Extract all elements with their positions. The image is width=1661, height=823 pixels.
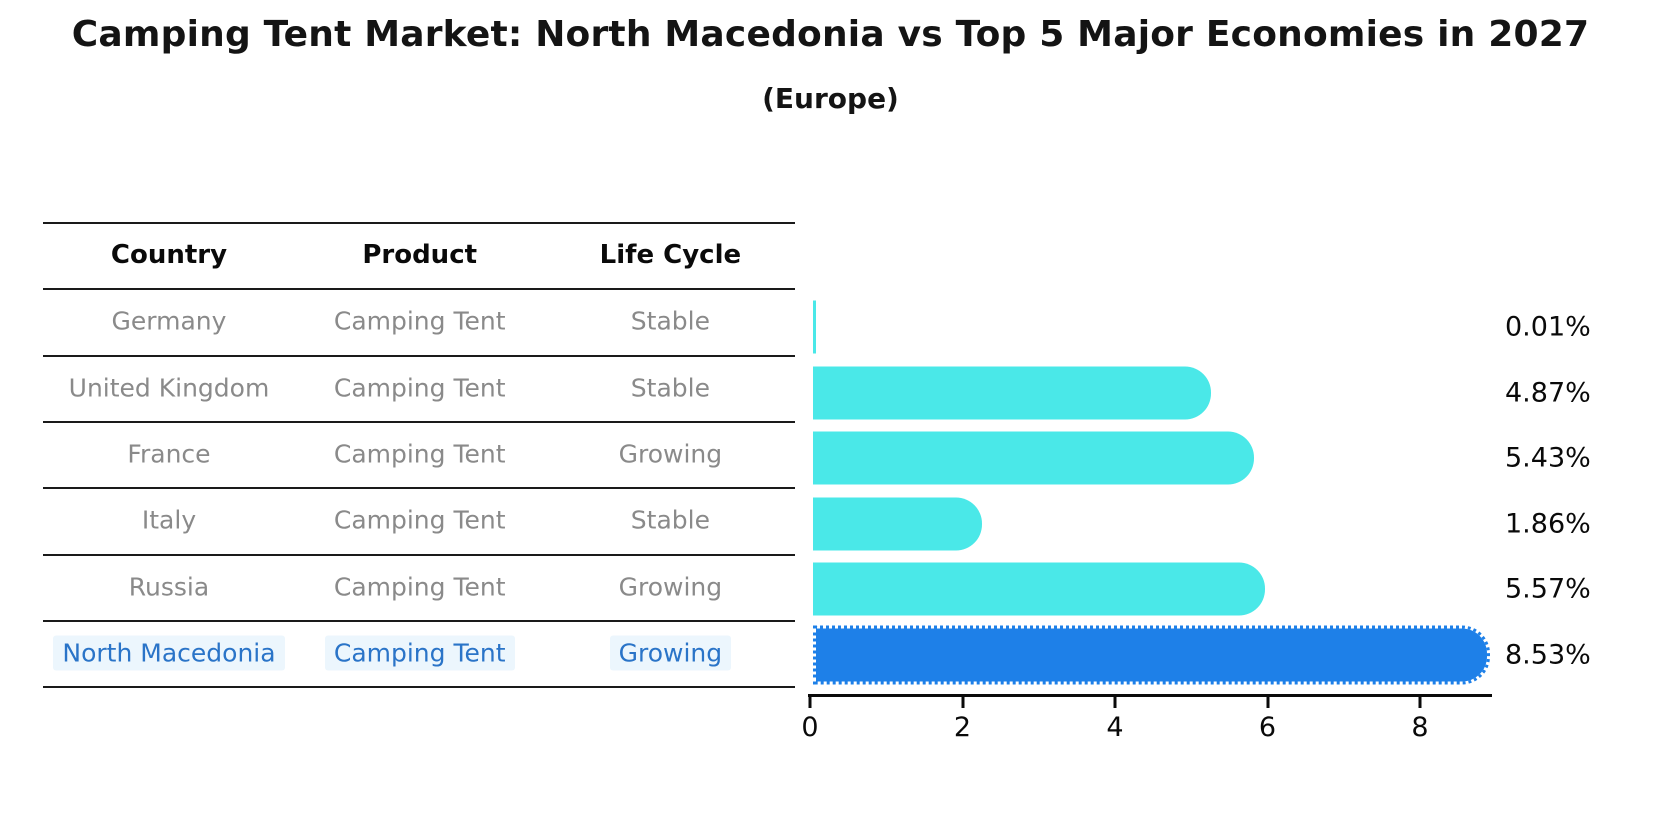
x-axis-tick — [1418, 697, 1422, 708]
cell-text: Camping Tent — [324, 635, 515, 671]
column-header-product: Product — [362, 240, 478, 271]
cell-italy-country: Italy — [43, 506, 295, 535]
chart-subtitle: (Europe) — [762, 82, 899, 115]
value-label-germany: 0.01% — [1505, 311, 1591, 343]
x-axis-ticklabel: 2 — [953, 712, 972, 743]
cell-text: Growing — [618, 439, 723, 469]
column-header-life-cycle: Life Cycle — [599, 240, 742, 271]
cell-text: Stable — [630, 306, 710, 336]
x-axis-tick — [1266, 697, 1269, 708]
cell-text: Stable — [630, 373, 710, 403]
value-label-france: 5.43% — [1505, 442, 1591, 474]
bar-italy — [813, 497, 982, 551]
bar-france — [813, 431, 1255, 485]
cell-germany-life-cycle: Stable — [544, 307, 796, 336]
x-axis-line — [808, 694, 1492, 697]
cell-text: Growing — [618, 572, 723, 602]
x-axis-ticklabel: 4 — [1106, 712, 1124, 743]
cell-text: Russia — [128, 572, 210, 602]
cell-russia-product: Camping Tent — [294, 572, 546, 601]
cell-france-product: Camping Tent — [294, 440, 546, 469]
table-rule — [43, 619, 795, 622]
x-axis-tick — [1113, 697, 1117, 708]
x-axis-ticklabel: 6 — [1258, 712, 1277, 743]
cell-text: Camping Tent — [333, 505, 506, 535]
x-axis-ticklabel: 0 — [801, 712, 819, 743]
value-label-united-kingdom: 4.87% — [1505, 377, 1591, 409]
table-rule — [43, 288, 795, 291]
value-label-north-macedonia: 8.53% — [1505, 639, 1591, 671]
value-label-russia: 5.57% — [1505, 573, 1591, 605]
x-axis-ticklabel: 8 — [1411, 712, 1429, 743]
cell-text: Growing — [609, 635, 732, 671]
table-rule — [43, 222, 795, 224]
cell-france-country: France — [43, 440, 295, 469]
cell-united-kingdom-country: United Kingdom — [43, 373, 295, 402]
cell-text: United Kingdom — [68, 373, 270, 403]
cell-united-kingdom-product: Camping Tent — [294, 373, 546, 402]
cell-text: North Macedonia — [53, 635, 285, 671]
cell-italy-life-cycle: Stable — [544, 506, 796, 535]
cell-text: Camping Tent — [333, 572, 506, 602]
value-label-italy: 1.86% — [1505, 508, 1591, 540]
table-rule — [43, 354, 795, 357]
cell-russia-life-cycle: Growing — [544, 572, 796, 601]
cell-text: Germany — [111, 306, 227, 336]
cell-italy-product: Camping Tent — [294, 506, 546, 535]
cell-text: Italy — [141, 505, 197, 535]
cell-text: France — [127, 439, 211, 469]
bar-russia — [813, 562, 1265, 616]
cell-germany-product: Camping Tent — [294, 307, 546, 336]
cell-north-macedonia-life-cycle: Growing — [544, 635, 796, 671]
cell-germany-country: Germany — [43, 307, 295, 336]
chart-title: Camping Tent Market: North Macedonia vs … — [71, 14, 1590, 55]
bar-north-macedonia — [813, 625, 1491, 685]
table-rule — [43, 553, 795, 556]
table-rule — [43, 420, 795, 423]
cell-text: Stable — [630, 505, 710, 535]
cell-north-macedonia-country: North Macedonia — [43, 635, 295, 671]
cell-north-macedonia-product: Camping Tent — [294, 635, 546, 671]
bar-germany — [813, 300, 816, 354]
cell-text: Camping Tent — [333, 373, 506, 403]
table-rule — [43, 487, 795, 490]
x-axis-tick — [808, 697, 812, 708]
table-rule — [43, 686, 795, 689]
cell-text: Camping Tent — [333, 439, 506, 469]
x-axis-tick — [961, 697, 964, 708]
cell-russia-country: Russia — [43, 572, 295, 601]
cell-france-life-cycle: Growing — [544, 440, 796, 469]
cell-text: Camping Tent — [333, 306, 506, 336]
column-header-country: Country — [110, 240, 228, 271]
cell-united-kingdom-life-cycle: Stable — [544, 373, 796, 402]
bar-united-kingdom — [813, 366, 1212, 420]
